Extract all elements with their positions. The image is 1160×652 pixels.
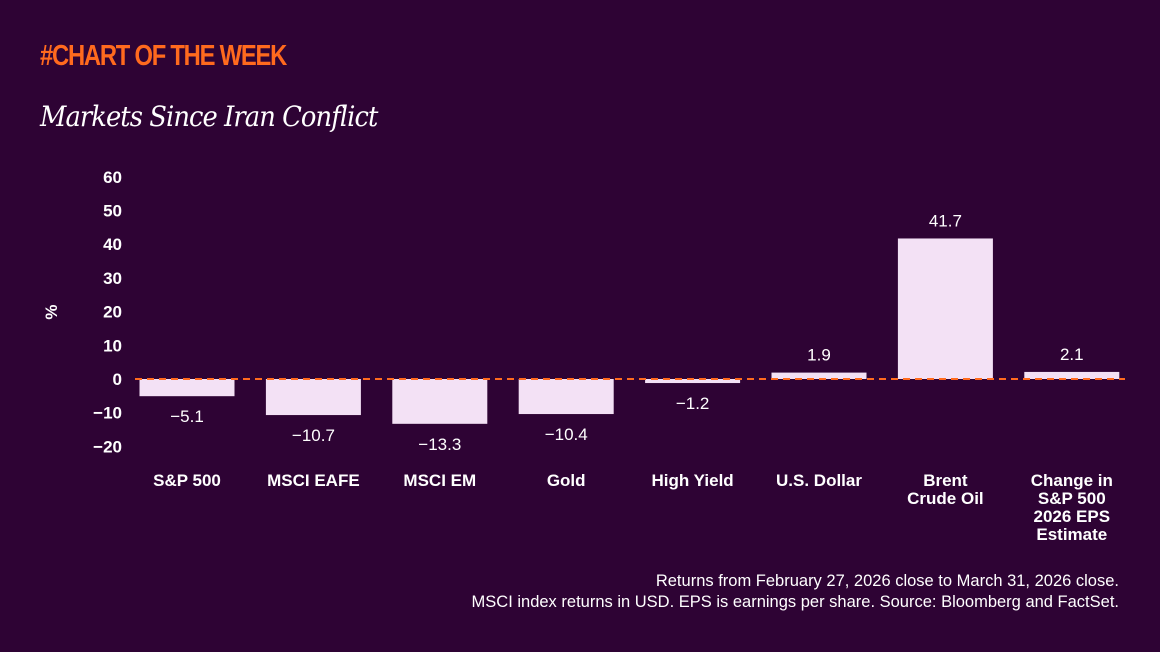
bar bbox=[518, 379, 614, 415]
y-tick-label: 50 bbox=[103, 202, 122, 221]
category-label: MSCI EAFE bbox=[267, 471, 360, 490]
data-label: −10.4 bbox=[545, 425, 588, 444]
footnote: MSCI index returns in USD. EPS is earnin… bbox=[471, 593, 1119, 611]
bar bbox=[392, 379, 488, 424]
category-label: Change in bbox=[1031, 471, 1113, 490]
y-tick-label: −10 bbox=[93, 404, 122, 423]
y-tick-label: 30 bbox=[103, 269, 122, 288]
y-tick-label: −20 bbox=[93, 437, 122, 456]
bar bbox=[645, 379, 741, 384]
bar bbox=[265, 379, 361, 416]
data-label: −1.2 bbox=[676, 394, 710, 413]
category-label: MSCI EM bbox=[403, 471, 476, 490]
bar bbox=[139, 379, 235, 397]
category-label: S&P 500 bbox=[153, 471, 221, 490]
y-tick-label: 10 bbox=[103, 336, 122, 355]
category-label: High Yield bbox=[652, 471, 734, 490]
bar bbox=[897, 238, 993, 379]
category-label: S&P 500 bbox=[1038, 489, 1106, 508]
data-label: 1.9 bbox=[807, 346, 831, 365]
y-tick-label: 0 bbox=[113, 370, 122, 389]
data-label: −5.1 bbox=[170, 407, 204, 426]
data-label: −13.3 bbox=[418, 435, 461, 454]
data-label: 2.1 bbox=[1060, 345, 1084, 364]
category-label: U.S. Dollar bbox=[776, 471, 862, 490]
category-label: Gold bbox=[547, 471, 586, 490]
y-tick-label: 20 bbox=[103, 303, 122, 322]
footnotes: Returns from February 27, 2026 close to … bbox=[472, 571, 1119, 613]
chart-title: Markets Since Iran Conflict bbox=[40, 100, 378, 133]
category-label: Brent bbox=[923, 471, 968, 490]
bar bbox=[1024, 371, 1120, 379]
kicker-label: #CHART OF THE WEEK bbox=[40, 40, 287, 72]
category-label: 2026 EPS bbox=[1034, 507, 1111, 526]
y-axis-label: % bbox=[42, 304, 61, 319]
y-tick-label: 40 bbox=[103, 235, 122, 254]
category-label: Estimate bbox=[1036, 525, 1107, 544]
y-tick-label: 60 bbox=[103, 168, 122, 187]
footnote: Returns from February 27, 2026 close to … bbox=[655, 572, 1119, 590]
category-label: Crude Oil bbox=[907, 489, 984, 508]
data-label: −10.7 bbox=[292, 426, 335, 445]
data-label: 41.7 bbox=[929, 211, 962, 230]
bar bbox=[771, 372, 867, 379]
